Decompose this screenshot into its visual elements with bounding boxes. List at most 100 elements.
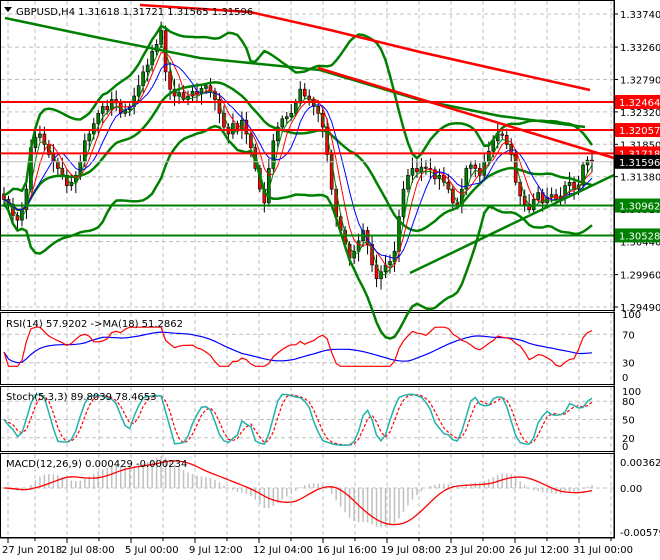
bear-candle <box>415 168 419 173</box>
time-label: 5 Jul 00:00 <box>125 545 179 556</box>
time-label: 2 Jul 08:00 <box>61 545 115 556</box>
macd-tick-label: 0.003626 <box>620 458 660 469</box>
stoch-tick-label: 20 <box>622 434 635 445</box>
bear-candle <box>168 71 172 90</box>
bear-candle <box>572 181 576 190</box>
rsi-tick-label: 30 <box>622 359 635 370</box>
level-badge-label: 1.32057 <box>619 126 660 137</box>
rsi-layer <box>3 326 593 367</box>
rsi-ma-line <box>3 331 593 364</box>
stoch-tick-label: 80 <box>622 397 635 408</box>
bear-candle <box>105 106 110 111</box>
time-label: 12 Jul 04:00 <box>253 545 313 556</box>
bull-candle <box>469 164 473 169</box>
bear-candle <box>42 133 47 145</box>
bull-candle <box>231 123 235 135</box>
macd-signal-line <box>3 460 593 526</box>
bull-candle <box>298 88 303 104</box>
price-tick-label: 1.30440 <box>620 238 660 249</box>
price-tick-label: 1.29490 <box>620 303 660 314</box>
rsi-pane-title: RSI(14) 57.9202 ->MA(18) 51.2862 <box>6 319 183 330</box>
price-tick-label: 1.29960 <box>620 271 660 282</box>
bear-candle <box>217 99 222 114</box>
time-label: 19 Jul 08:00 <box>381 545 441 556</box>
stoch-tick-label: 100 <box>622 387 641 398</box>
price-tick-label: 1.32790 <box>620 75 660 86</box>
time-label: 16 Jul 16:00 <box>317 545 377 556</box>
bull-candle <box>356 240 361 252</box>
price-layer <box>1 3 615 340</box>
bear-candle <box>500 133 505 136</box>
rsi-pane[interactable] <box>0 312 615 385</box>
bull-candle <box>100 106 105 114</box>
bollinger-middle <box>3 81 593 233</box>
bollinger-upper <box>3 24 594 197</box>
collapse-arrow-icon[interactable] <box>4 7 12 12</box>
bull-candle <box>388 261 392 266</box>
bull-candle <box>186 95 190 100</box>
current-price-label: 1.31596 <box>619 158 660 169</box>
ma-fast-red <box>3 52 593 270</box>
price-tick-label: 1.31850 <box>620 140 660 151</box>
bull-candle <box>289 112 294 118</box>
bull-candle <box>91 123 96 135</box>
bull-candle <box>33 137 38 149</box>
time-label: 26 Jul 12:00 <box>509 545 569 556</box>
bull-candle <box>585 159 590 166</box>
bull-candle <box>397 216 401 252</box>
bear-candle <box>181 92 186 100</box>
level-badge <box>615 94 660 109</box>
support-trendline <box>409 173 615 275</box>
bull-candle <box>74 175 78 183</box>
bear-candle <box>527 203 531 211</box>
stoch-layer <box>3 393 593 446</box>
price-axis: 1.33740 1.33260 1.32790 1.32320 1.31850 1.313… <box>614 10 660 539</box>
rsi-tick-label: 100 <box>622 310 641 321</box>
time-label: 9 Jul 12:00 <box>189 545 243 556</box>
price-tick-label: 1.33260 <box>620 43 660 54</box>
price-tick-label: 1.32320 <box>620 108 660 119</box>
level-badge <box>615 123 660 138</box>
bull-candle <box>406 175 410 190</box>
bear-candle <box>320 112 325 128</box>
bull-candle <box>136 85 141 97</box>
bull-candle <box>284 116 289 120</box>
bull-candle <box>204 85 208 89</box>
stoch-k-line <box>3 393 593 446</box>
bull-candle <box>159 30 163 45</box>
time-label: 27 Jun 2018 <box>2 545 62 556</box>
rsi-tick-label: 70 <box>622 330 635 341</box>
level-badge <box>615 198 660 213</box>
bull-candle <box>141 71 145 86</box>
time-label: 31 Jul 00:00 <box>573 545 633 556</box>
bull-candle <box>379 271 383 280</box>
bear-candle <box>424 166 428 169</box>
current-price-badge <box>615 154 660 169</box>
level-badge-label: 1.32464 <box>619 98 660 109</box>
main-pane-title: GBPUSD,H4 1.31618 1.31721 1.31565 1.3159… <box>16 7 253 18</box>
price-tick-label: 1.31380 <box>620 173 660 184</box>
level-badge-label: 1.30528 <box>619 231 660 242</box>
bull-candle <box>536 192 540 200</box>
bull-candle <box>352 250 356 259</box>
price-tick-label: 1.33740 <box>620 10 660 21</box>
rsi-line <box>3 326 593 367</box>
bull-candle <box>145 64 150 73</box>
bull-candle <box>276 126 280 142</box>
main-pane[interactable] <box>0 0 615 311</box>
level-badge <box>615 228 660 243</box>
bull-candle <box>410 168 415 176</box>
macd-layer <box>3 455 593 528</box>
bear-candle <box>473 164 478 169</box>
level-badge-label: 1.30962 <box>619 202 660 213</box>
bear-candle <box>302 88 307 97</box>
resistance-trendline <box>317 66 615 160</box>
macd-tick-label: -0.005797 <box>620 528 660 539</box>
bull-candle <box>271 140 276 169</box>
candlesticks <box>2 21 594 290</box>
time-label: 23 Jul 20:00 <box>445 545 505 556</box>
stoch-pane-title: Stoch(5,3,3) 89.8039 78.4653 <box>6 392 157 403</box>
bull-candle <box>38 133 42 138</box>
